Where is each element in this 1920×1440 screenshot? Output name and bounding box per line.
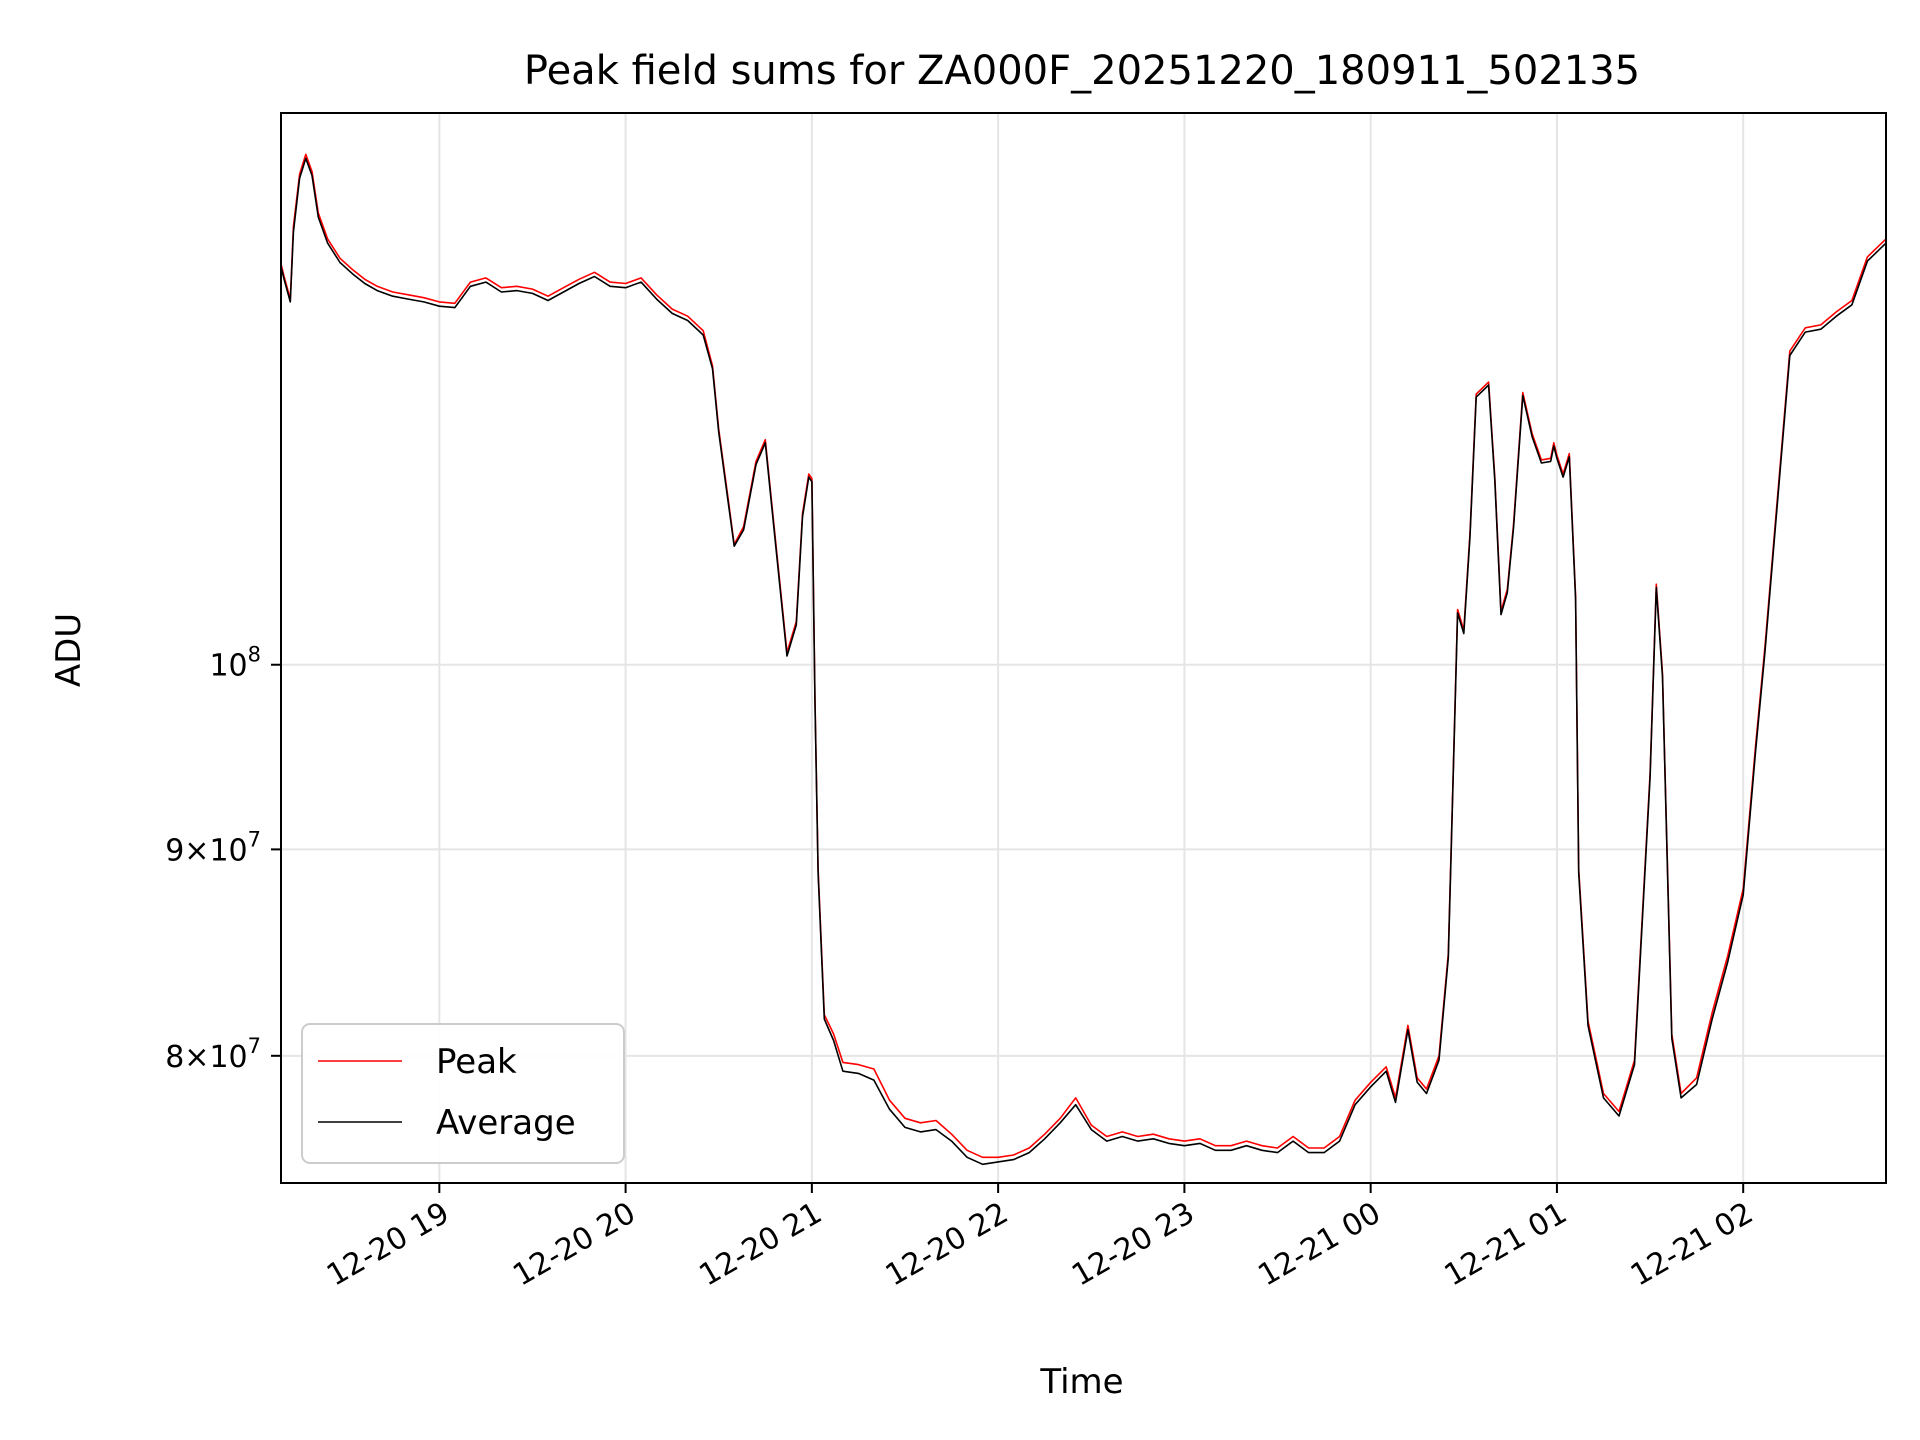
y-tick-label: 8×107 <box>165 1034 261 1075</box>
y-axis: 108 9×107 8×107 <box>165 643 281 1075</box>
legend-label-average: Average <box>436 1103 576 1143</box>
y-tick-label: 9×107 <box>165 827 261 868</box>
y-axis-label: ADU <box>49 613 89 687</box>
series-line-average <box>280 157 1887 1166</box>
legend-box <box>301 1023 625 1164</box>
series-layer <box>280 153 1887 1166</box>
y-tick-label: 108 <box>209 643 261 684</box>
chart-title: Peak field sums for ZA000F_20251220_1809… <box>524 48 1640 94</box>
x-axis-label: Time <box>1039 1362 1123 1402</box>
plot-area-frame <box>280 112 1887 1184</box>
legend-label-peak: Peak <box>436 1042 517 1082</box>
legend: Peak Average <box>301 1023 625 1164</box>
grid-lines <box>281 113 1886 1183</box>
